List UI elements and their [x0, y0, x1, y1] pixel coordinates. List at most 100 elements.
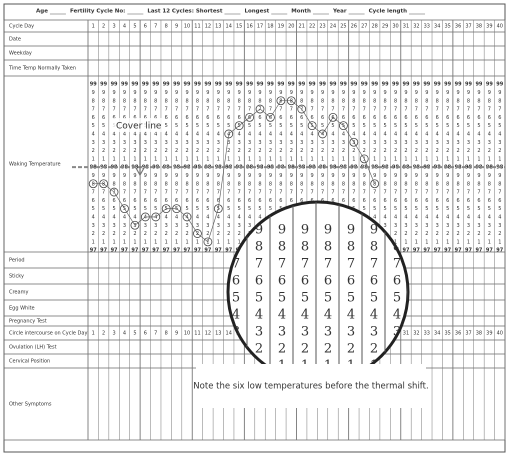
temp-digit: 5 — [384, 123, 387, 129]
temp-digit: 7 — [165, 107, 168, 113]
temp-digit: 8 — [196, 181, 199, 187]
temp-digit: 8 — [488, 181, 491, 187]
temp-digit: 8 — [123, 98, 126, 104]
header-field: Longest — [244, 9, 269, 15]
temp-digit: 6 — [123, 198, 126, 204]
temp-digit: 8 — [144, 181, 147, 187]
temp-digit: 99 — [392, 82, 399, 88]
temp-digit: 6 — [290, 115, 293, 121]
temp-digit: 1 — [456, 239, 459, 245]
temp-digit: 2 — [206, 231, 209, 237]
temp-digit: 7 — [331, 190, 334, 196]
temp-digit: 9 — [92, 90, 95, 96]
temp-digit: 98 — [194, 165, 201, 171]
cycle-day: 7 — [154, 24, 157, 30]
temp-digit: 2 — [217, 148, 220, 154]
temp-digit: 99 — [288, 82, 295, 88]
temp-digit: 8 — [384, 181, 387, 187]
temp-digit: 6 — [415, 115, 418, 121]
temp-digit: 9 — [290, 90, 293, 96]
temp-digit: 4 — [112, 214, 115, 220]
temp-digit: 6 — [238, 198, 241, 204]
temp-digit: 4 — [144, 131, 147, 137]
temp-digit: 2 — [415, 148, 418, 154]
temp-digit: 7 — [92, 190, 95, 196]
temp-digit: 99 — [277, 82, 284, 88]
temp-digit: 2 — [258, 148, 261, 154]
temp-digit: 1 — [175, 156, 178, 162]
temp-digit: 9 — [477, 90, 480, 96]
temperature-mark — [255, 104, 265, 114]
temp-digit: 3 — [238, 140, 241, 146]
temp-digit: 6 — [384, 198, 387, 204]
cycle-day: 32 — [413, 24, 419, 30]
cycle-day: 15 — [236, 24, 242, 30]
temp-digit: 3 — [227, 140, 230, 146]
temp-digit: 6 — [300, 198, 303, 204]
temp-digit: 1 — [196, 239, 199, 245]
note-box — [196, 364, 426, 408]
cycle-day: 37 — [465, 24, 471, 30]
temp-digit: 1 — [456, 156, 459, 162]
temp-digit: 8 — [206, 98, 209, 104]
temp-digit: 2 — [321, 148, 324, 154]
row-label: Sticky — [9, 274, 24, 280]
temp-digit: 6 — [300, 115, 303, 121]
temp-digit: 5 — [196, 206, 199, 212]
temp-digit: 97 — [152, 248, 159, 254]
temp-digit: 4 — [238, 214, 241, 220]
temp-digit: 3 — [446, 140, 449, 146]
header-field: Month — [291, 9, 311, 15]
mag-digit: 6 — [232, 274, 240, 289]
row-label: Ovulation (LH) Test — [9, 345, 57, 351]
temp-digit: 1 — [238, 239, 241, 245]
temp-digit: 99 — [350, 82, 357, 88]
temp-digit: 7 — [404, 107, 407, 113]
temp-digit: 99 — [382, 82, 389, 88]
temp-digit: 2 — [217, 231, 220, 237]
intercourse-day: 11 — [194, 331, 200, 337]
temp-digit: 4 — [123, 131, 126, 137]
temp-digit: 5 — [227, 206, 230, 212]
temp-digit: 97 — [90, 248, 97, 254]
temp-digit: 3 — [425, 223, 428, 229]
temp-digit: 2 — [300, 148, 303, 154]
temp-digit: 6 — [404, 115, 407, 121]
temp-digit: 3 — [331, 140, 334, 146]
temp-digit: 1 — [123, 156, 126, 162]
temp-digit: 9 — [425, 173, 428, 179]
mag-digit: 7 — [370, 257, 378, 272]
temp-digit: 5 — [165, 123, 168, 129]
temp-digit: 3 — [217, 223, 220, 229]
temp-digit: 9 — [258, 90, 261, 96]
temp-digit: 1 — [248, 156, 251, 162]
temp-digit: 4 — [415, 214, 418, 220]
temp-digit: 99 — [371, 82, 378, 88]
temp-digit: 4 — [133, 131, 136, 137]
temp-digit: 97 — [121, 248, 128, 254]
temp-digit: 9 — [123, 90, 126, 96]
temp-digit: 9 — [373, 90, 376, 96]
mag-digit: 5 — [324, 291, 332, 306]
cycle-day: 30 — [392, 24, 398, 30]
temp-digit: 1 — [446, 156, 449, 162]
cycle-day: 13 — [215, 24, 221, 30]
temp-digit: 97 — [131, 248, 138, 254]
temp-digit: 2 — [133, 148, 136, 154]
temp-digit: 2 — [290, 148, 293, 154]
temperature-mark — [318, 129, 327, 139]
temp-digit: 99 — [90, 82, 97, 88]
temp-digit: 4 — [394, 131, 397, 137]
temp-digit: 1 — [238, 156, 241, 162]
temp-digit: 6 — [279, 115, 282, 121]
temp-digit: 3 — [436, 140, 439, 146]
temp-digit: 9 — [363, 173, 366, 179]
temp-digit: 2 — [269, 148, 272, 154]
mag-digit: 3 — [255, 325, 263, 340]
temp-digit: 3 — [206, 140, 209, 146]
cycle-day: 39 — [486, 24, 492, 30]
temp-digit: 6 — [154, 115, 157, 121]
temp-digit: 9 — [342, 90, 345, 96]
temp-digit: 8 — [352, 98, 355, 104]
temp-digit: 7 — [415, 190, 418, 196]
